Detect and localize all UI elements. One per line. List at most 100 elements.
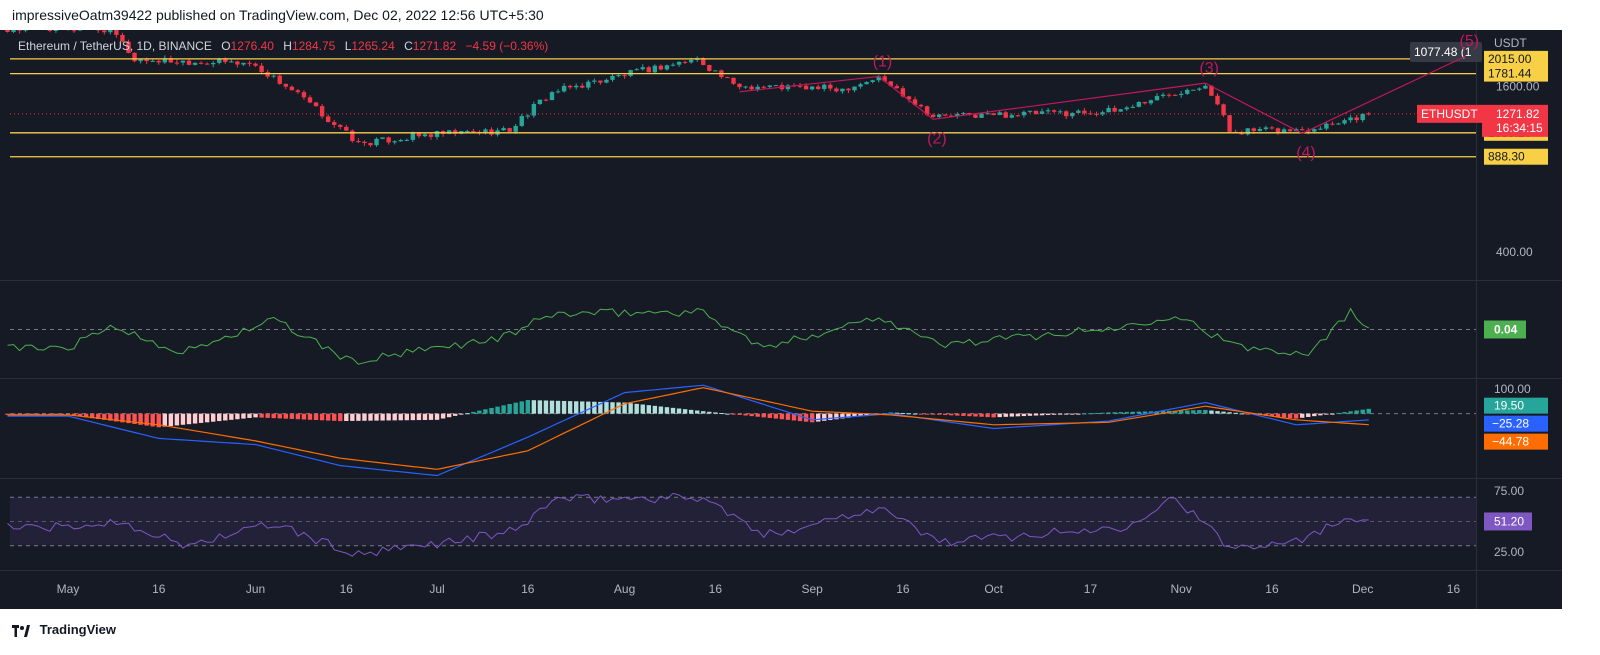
price-candle[interactable] [743,86,748,88]
price-candle[interactable] [404,139,409,141]
price-candle[interactable] [1251,128,1256,131]
price-candle[interactable] [277,75,282,84]
price-candle[interactable] [840,88,845,92]
price-candle[interactable] [604,79,609,83]
price-candle[interactable] [828,84,833,89]
price-candle[interactable] [930,114,936,117]
price-candle[interactable] [392,141,397,143]
price-candle[interactable] [1172,94,1178,96]
price-candle[interactable] [937,114,942,117]
price-candle[interactable] [295,90,301,93]
price-candle[interactable] [53,30,59,31]
price-candle[interactable] [592,80,597,82]
price-candle[interactable] [610,75,615,80]
price-candle[interactable] [713,70,718,72]
price-candle[interactable] [803,85,809,90]
price-candle[interactable] [688,59,694,63]
chart-canvas[interactable]: 2015.001781.441085.20888.301600.00400.00… [0,30,1562,609]
price-candle[interactable] [876,76,881,81]
price-candle[interactable] [670,64,676,66]
tradingview-logo[interactable]: TradingView [12,622,116,637]
price-candle[interactable] [1070,112,1075,117]
price-candle[interactable] [761,86,766,88]
price-candle[interactable] [749,86,754,90]
price-candle[interactable] [192,62,198,65]
price-candle[interactable] [1179,93,1184,95]
wave-trend-line[interactable] [933,82,1206,120]
price-candle[interactable] [1045,110,1051,112]
price-candle[interactable] [979,113,984,118]
chart-area[interactable]: 2015.001781.441085.20888.301600.00400.00… [0,30,1562,609]
price-candle[interactable] [598,80,603,83]
price-candle[interactable] [580,85,585,88]
price-candle[interactable] [1058,111,1063,113]
price-candle[interactable] [428,134,434,137]
price-candle[interactable] [955,113,960,117]
wave-trend-line[interactable] [1301,55,1466,134]
price-candle[interactable] [1124,107,1129,110]
price-candle[interactable] [235,61,240,65]
price-candle[interactable] [1257,129,1263,131]
price-candle[interactable] [1209,85,1214,96]
price-candle[interactable] [1148,100,1154,104]
price-candle[interactable] [973,114,978,118]
price-candle[interactable] [465,131,470,133]
price-candle[interactable] [374,138,379,146]
price-candle[interactable] [664,65,670,70]
price-candle[interactable] [785,85,791,90]
price-candle[interactable] [434,131,440,137]
price-candle[interactable] [622,75,627,77]
price-candle[interactable] [809,86,815,90]
price-candle[interactable] [180,60,186,63]
price-candle[interactable] [132,52,137,62]
price-candle[interactable] [1287,129,1293,132]
price-candle[interactable] [108,30,113,33]
price-candle[interactable] [120,34,125,42]
price-candle[interactable] [1245,128,1250,135]
price-candle[interactable] [816,86,821,89]
price-candle[interactable] [362,141,367,143]
price-candle[interactable] [11,30,16,32]
price-candle[interactable] [1348,117,1353,121]
price-candle[interactable] [773,85,779,87]
price-candle[interactable] [259,65,264,73]
price-candle[interactable] [537,99,543,105]
price-candle[interactable] [1221,104,1226,116]
price-candle[interactable] [997,112,1002,116]
price-candle[interactable] [422,134,428,137]
price-candle[interactable] [1021,111,1027,116]
price-candle[interactable] [870,80,875,83]
price-candle[interactable] [707,65,712,71]
price-candle[interactable] [561,85,567,92]
price-candle[interactable] [283,83,288,87]
price-candle[interactable] [1185,89,1190,94]
price-candle[interactable] [23,30,28,31]
price-candle[interactable] [924,106,930,115]
price-candle[interactable] [204,63,210,65]
price-candle[interactable] [313,102,319,107]
price-candle[interactable] [1269,127,1275,129]
price-candle[interactable] [543,99,549,101]
price-candle[interactable] [126,41,131,53]
price-candle[interactable] [1191,89,1196,91]
price-candle[interactable] [217,59,222,63]
price-candle[interactable] [918,104,924,107]
price-candle[interactable] [174,62,180,64]
price-candle[interactable] [1082,110,1087,114]
price-candle[interactable] [138,59,143,62]
price-candle[interactable] [882,76,887,82]
price-candle[interactable] [253,63,258,66]
price-candle[interactable] [102,30,107,33]
price-candle[interactable] [1106,107,1111,113]
price-candle[interactable] [1281,129,1287,134]
price-candle[interactable] [846,88,851,91]
price-candle[interactable] [1300,129,1305,131]
price-candle[interactable] [555,91,561,93]
price-candle[interactable] [71,30,77,32]
price-candle[interactable] [416,133,422,137]
price-candle[interactable] [471,131,476,133]
price-candle[interactable] [338,124,343,127]
price-candle[interactable] [834,88,839,92]
price-candle[interactable] [852,86,857,91]
price-candle[interactable] [985,113,990,115]
